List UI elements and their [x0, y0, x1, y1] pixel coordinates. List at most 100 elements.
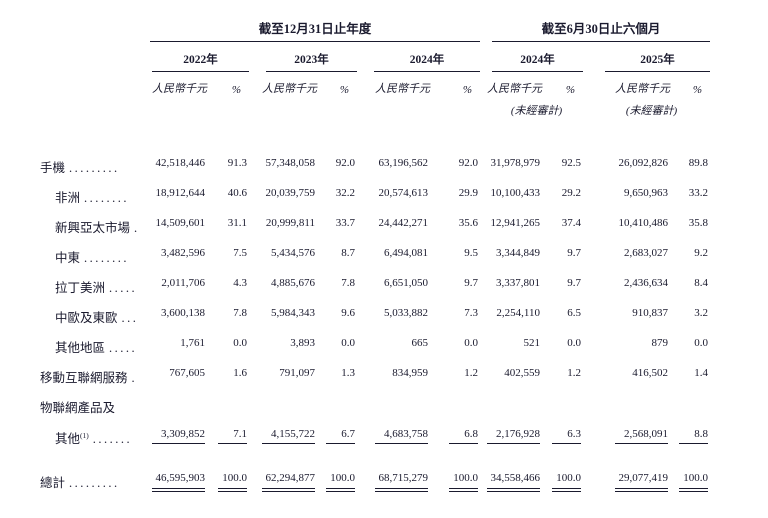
row-label-cell: 新興亞太市場.: [0, 216, 150, 246]
interim-2024-label: 2024年: [492, 45, 584, 72]
value-cell-interim2024-amount: 12,941,265: [480, 216, 542, 246]
value: 10,100,433: [490, 187, 541, 199]
column-header-percent: %: [692, 84, 703, 96]
year-2024-label: 2024年: [374, 45, 481, 72]
interim-2025-label: 2025年: [605, 45, 711, 72]
value-cell-interim2025-percent: 33.2: [670, 186, 710, 216]
year-header-row: 2022年 2023年 2024年 2024年 2025年: [0, 42, 768, 72]
value-cell-2023-percent: 9.6: [317, 306, 357, 336]
table-row: 其他地區..... 1,761 0.0 3,893 0.0 665 0.0 52…: [0, 336, 768, 366]
value: 9,650,963: [624, 187, 669, 199]
value-cell-interim2024-amount: 3,344,849: [480, 246, 542, 276]
value-cell-2022-amount: 46,595,903: [150, 460, 207, 512]
value: 62,294,877: [262, 472, 315, 492]
row-label-cell: 物聯網產品及: [0, 396, 150, 421]
value: 1.4: [694, 367, 709, 379]
value: 7.8: [341, 277, 355, 289]
value-cell-interim2024-amount: 31,978,979: [480, 156, 542, 186]
value: 3,309,852: [152, 428, 205, 444]
table-body: 手機......... 42,518,446 91.3 57,348,058 9…: [0, 156, 768, 512]
value-cell-interim2025-amount: 879: [583, 336, 670, 366]
value: 20,999,811: [265, 217, 315, 229]
value: 3.2: [694, 307, 709, 319]
value: 20,039,759: [265, 187, 316, 199]
dot-leader: ........: [84, 191, 130, 205]
header-spacer-row: [0, 118, 768, 156]
value: 7.3: [464, 307, 479, 319]
value-cell-2022-percent: 91.3: [207, 156, 249, 186]
value-cell-interim2024-percent: 9.7: [542, 246, 583, 276]
value: 4.3: [233, 277, 247, 289]
value-cell-2024-amount: 24,442,271: [357, 216, 430, 246]
value: 6.5: [567, 307, 582, 319]
value: 100.0: [449, 472, 479, 492]
value-cell-interim2025-amount: 10,410,486: [583, 216, 670, 246]
empty-cell: [710, 96, 768, 118]
spacer-cell: [710, 276, 768, 306]
value: 29.9: [458, 187, 479, 199]
value-cell-2022-percent: 7.8: [207, 306, 249, 336]
value-cell-interim2024-percent: 9.7: [542, 276, 583, 306]
value: 5,033,882: [384, 307, 428, 319]
value-cell-interim2025-amount: 26,092,826: [583, 156, 670, 186]
empty-cell: [0, 42, 150, 72]
dot-leader: ........: [84, 251, 130, 265]
spacer-cell: [710, 306, 768, 336]
value: 416,502: [632, 367, 669, 379]
value: 92.0: [458, 157, 479, 169]
value-cell-2022-percent: 1.6: [207, 366, 249, 396]
value: 402,559: [504, 367, 541, 379]
value: 31,978,979: [490, 157, 541, 169]
value-cell-2024-amount: [357, 396, 430, 421]
value-cell-2024-amount: 63,196,562: [357, 156, 430, 186]
interim-2024-cell: 2024年: [480, 42, 584, 72]
value: 18,912,644: [155, 187, 206, 199]
value: 31.1: [227, 217, 247, 229]
value-cell-2022-percent: 4.3: [207, 276, 249, 306]
value-cell-interim2024-percent: 0.0: [542, 336, 583, 366]
value: 910,837: [632, 307, 669, 319]
value-cell-2023-percent: 92.0: [317, 156, 357, 186]
row-label-cell: 非洲........: [0, 186, 150, 216]
value-cell-2022-amount: 2,011,706: [150, 276, 207, 306]
period-group-annual-cell: 截至12月31日止年度: [150, 0, 481, 42]
value: 2,011,706: [161, 277, 205, 289]
value-cell-2023-percent: 1.3: [317, 366, 357, 396]
spacer-cell: [710, 396, 768, 421]
value-cell-2023-percent: 100.0: [317, 460, 357, 512]
row-label: 物聯網產品及: [40, 401, 116, 415]
value: 3,600,138: [161, 307, 205, 319]
value-cell-2022-amount: 3,309,852: [150, 421, 207, 460]
value: 1.3: [341, 367, 355, 379]
value-cell-interim2025-percent: 8.8: [670, 421, 710, 460]
year-2022-cell: 2022年: [150, 42, 249, 72]
value: 665: [411, 337, 429, 349]
value-cell-interim2025-percent: 89.8: [670, 156, 710, 186]
period-group-annual-title: 截至12月31日止年度: [150, 22, 481, 42]
value: 8.7: [341, 247, 355, 259]
value: 6,651,050: [384, 277, 428, 289]
table-row: 手機......... 42,518,446 91.3 57,348,058 9…: [0, 156, 768, 186]
value-cell-2023-percent: 8.7: [317, 246, 357, 276]
row-label: 總計: [40, 476, 66, 490]
value-cell-2023-amount: [249, 396, 317, 421]
value: 20,574,613: [378, 187, 429, 199]
table-row: 中歐及東歐... 3,600,138 7.8 5,984,343 9.6 5,0…: [0, 306, 768, 336]
value: 5,984,343: [271, 307, 315, 319]
value: 1.2: [567, 367, 582, 379]
value: 6,494,081: [384, 247, 428, 259]
value: 92.0: [335, 157, 355, 169]
row-label: 新興亞太市場: [55, 221, 131, 235]
table-row: 中東........ 3,482,596 7.5 5,434,576 8.7 6…: [0, 246, 768, 276]
value: 100.0: [326, 472, 355, 492]
value: 791,097: [279, 367, 315, 379]
value-cell-interim2025-amount: 2,683,027: [583, 246, 670, 276]
value-cell-2024-amount: 6,494,081: [357, 246, 430, 276]
value: 35.6: [458, 217, 479, 229]
value: 4,683,758: [375, 428, 428, 444]
value-cell-2022-percent: [207, 396, 249, 421]
value-cell-2023-amount: 3,893: [249, 336, 317, 366]
value: 3,482,596: [161, 247, 205, 259]
value-cell-interim2025-percent: 100.0: [670, 460, 710, 512]
table-row: 移動互聯網服務. 767,605 1.6 791,097 1.3 834,959…: [0, 366, 768, 396]
